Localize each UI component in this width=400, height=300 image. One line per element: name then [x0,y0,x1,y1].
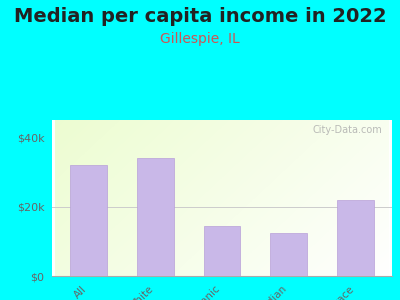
Bar [70,165,107,276]
Text: City-Data.com: City-Data.com [312,125,382,135]
Bar [337,200,374,276]
Text: Gillespie, IL: Gillespie, IL [160,32,240,46]
Text: Median per capita income in 2022: Median per capita income in 2022 [14,8,386,26]
Bar [204,226,240,276]
Bar [270,233,307,276]
Bar [137,158,174,276]
